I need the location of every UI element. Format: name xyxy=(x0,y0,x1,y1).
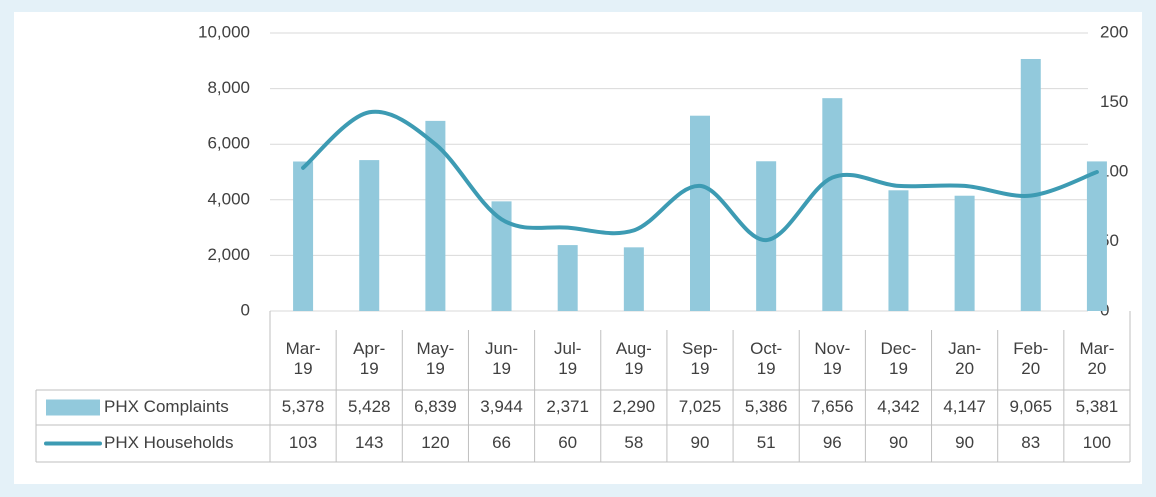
legend-swatch xyxy=(46,399,100,416)
table-value: 103 xyxy=(289,433,317,452)
bar xyxy=(690,115,710,311)
table-value: 51 xyxy=(757,433,776,452)
chart-panel xyxy=(14,12,1142,484)
bar xyxy=(491,201,512,311)
table-value: 5,378 xyxy=(282,397,325,416)
table-value: 143 xyxy=(355,433,383,452)
y2-tick-label: 100 xyxy=(1100,161,1128,180)
x-tick-label: Apr-19 xyxy=(353,339,385,378)
table-value: 96 xyxy=(823,433,842,452)
x-tick-label: Aug-19 xyxy=(616,339,652,378)
bar xyxy=(822,98,843,311)
table-value: 90 xyxy=(691,433,710,452)
y-tick-label: 8,000 xyxy=(207,78,250,97)
table-value: 83 xyxy=(1021,433,1040,452)
table-value: 66 xyxy=(492,433,511,452)
x-tick-label: Mar-19 xyxy=(286,339,321,378)
x-tick-label: Nov-19 xyxy=(814,339,850,378)
table-value: 6,839 xyxy=(414,397,457,416)
x-tick-label: Mar-20 xyxy=(1079,339,1114,378)
table-value: 5,381 xyxy=(1076,397,1119,416)
table-value: 90 xyxy=(889,433,908,452)
table-value: 90 xyxy=(955,433,974,452)
bar xyxy=(557,245,578,311)
y-tick-label: 4,000 xyxy=(207,189,250,208)
x-tick-label: Jun-19 xyxy=(485,339,518,378)
bar xyxy=(954,195,975,311)
y-tick-label: 0 xyxy=(241,300,250,319)
table-value: 7,656 xyxy=(811,397,854,416)
y-tick-label: 6,000 xyxy=(207,134,250,153)
bar xyxy=(425,120,446,312)
table-value: 5,386 xyxy=(745,397,788,416)
bar xyxy=(1020,58,1041,312)
x-tick-label: Feb-20 xyxy=(1013,339,1048,378)
x-tick-label: Jan-20 xyxy=(948,339,981,378)
y-tick-label: 10,000 xyxy=(198,22,250,41)
table-value: 3,944 xyxy=(480,397,523,416)
table-value: 120 xyxy=(421,433,449,452)
table-value: 9,065 xyxy=(1009,397,1052,416)
table-value: 4,342 xyxy=(877,397,920,416)
table-value: 2,371 xyxy=(546,397,589,416)
table-value: 60 xyxy=(558,433,577,452)
x-tick-label: Sep-19 xyxy=(682,339,718,378)
bar xyxy=(888,190,909,311)
table-value: 100 xyxy=(1083,433,1111,452)
table-value: 5,428 xyxy=(348,397,391,416)
bar xyxy=(359,160,380,311)
table-value: 2,290 xyxy=(613,397,656,416)
table-value: 58 xyxy=(624,433,643,452)
line xyxy=(301,109,1099,243)
bar xyxy=(293,161,314,311)
table-value: 7,025 xyxy=(679,397,722,416)
y-tick-label: 2,000 xyxy=(207,245,250,264)
legend-label: PHX Households xyxy=(104,433,233,452)
bar xyxy=(756,161,777,311)
x-tick-label: Dec-19 xyxy=(881,339,917,378)
x-tick-label: Jul-19 xyxy=(554,339,581,378)
x-tick-label: May-19 xyxy=(416,339,454,378)
y2-tick-label: 150 xyxy=(1100,92,1128,111)
table-value: 4,147 xyxy=(943,397,986,416)
y2-tick-label: 200 xyxy=(1100,22,1128,41)
legend-label: PHX Complaints xyxy=(104,397,229,416)
bar xyxy=(623,247,644,311)
bar xyxy=(1086,161,1107,311)
x-tick-label: Oct-19 xyxy=(750,339,782,378)
